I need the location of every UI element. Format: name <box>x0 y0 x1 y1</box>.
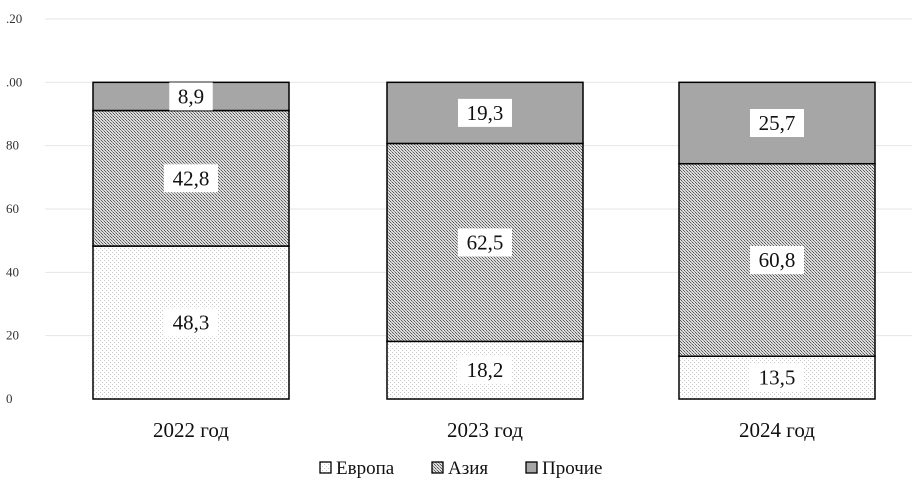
data-label-background <box>164 164 218 193</box>
legend-label: Азия <box>448 458 488 479</box>
data-label: 42,8 <box>173 166 210 190</box>
y-tick-label: .00 <box>6 74 22 89</box>
data-label: 60,8 <box>759 248 796 272</box>
data-label-background <box>750 363 804 392</box>
data-label: 19,3 <box>467 101 504 125</box>
data-label: 8,9 <box>178 84 204 108</box>
data-label: 25,7 <box>759 111 796 135</box>
y-tick-label: 20 <box>6 328 19 343</box>
legend-label: Прочие <box>542 458 602 479</box>
data-label-background <box>750 109 804 138</box>
legend-swatch <box>319 461 332 474</box>
y-axis-ticks: 0 20 40 60 80 .00 .20 <box>6 11 22 406</box>
x-category-label: 2023 год <box>447 418 523 442</box>
data-label-background <box>458 98 512 127</box>
data-label-background <box>169 82 213 111</box>
bar-segment-Европа <box>92 245 290 400</box>
x-category-label: 2024 год <box>739 418 815 442</box>
y-tick-label: 60 <box>6 201 19 216</box>
y-tick-label: 40 <box>6 264 19 279</box>
data-label: 62,5 <box>467 230 504 254</box>
legend-label: Европа <box>336 458 395 479</box>
data-labels: 48,3 42,8 8,9 18,2 62,5 19,3 13,5 60,8 25,7 <box>164 82 804 392</box>
data-label-background <box>458 228 512 257</box>
x-axis-categories: 2022 год 2023 год 2024 год <box>153 418 815 442</box>
data-label: 13,5 <box>759 366 796 390</box>
legend: Европа Азия Прочие <box>319 458 602 479</box>
legend-swatch <box>525 461 538 474</box>
y-tick-label: 80 <box>6 138 19 153</box>
legend-swatch <box>431 461 444 474</box>
data-label-background <box>750 245 804 274</box>
data-label: 18,2 <box>467 358 504 382</box>
x-category-label: 2022 год <box>153 418 229 442</box>
data-label-background <box>458 356 512 385</box>
y-tick-label: 0 <box>6 391 13 406</box>
y-tick-label: .20 <box>6 11 22 26</box>
data-label: 48,3 <box>173 311 210 335</box>
data-label-background <box>164 308 218 337</box>
